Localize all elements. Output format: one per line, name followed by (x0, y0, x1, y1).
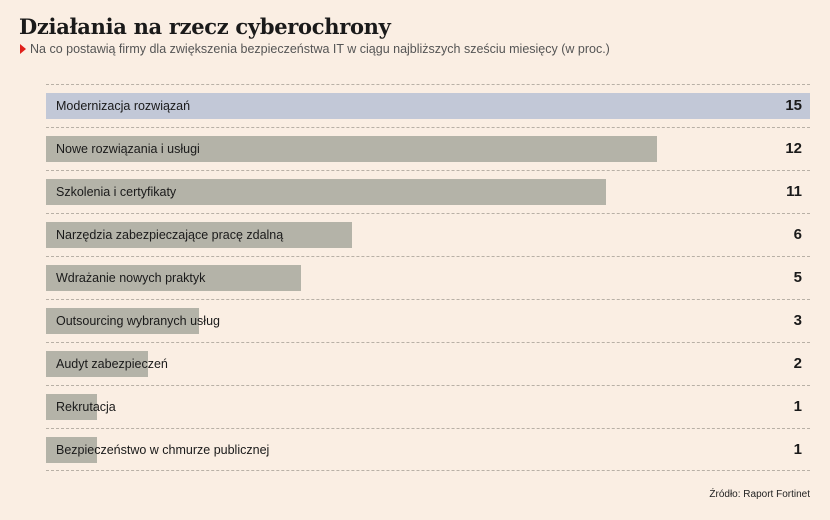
bar-value: 11 (786, 183, 802, 200)
bar-label: Bezpieczeństwo w chmurze publicznej (56, 443, 270, 457)
bar-label: Nowe rozwiązania i usługi (56, 142, 200, 156)
chart-title: Działania na rzecz cyberochrony (19, 14, 391, 39)
bar-value: 1 (793, 441, 802, 458)
bar-value: 12 (785, 140, 802, 157)
bar-value: 15 (785, 97, 802, 114)
bar (46, 394, 97, 420)
bar (46, 179, 607, 205)
bar (46, 437, 97, 463)
bar (46, 308, 199, 334)
bar-row: Audyt zabezpieczeń 2 (46, 342, 810, 385)
bar-value: 1 (793, 398, 802, 415)
bar-value: 6 (793, 226, 802, 243)
bar-label: Audyt zabezpieczeń (56, 357, 168, 371)
bar-chart: Modernizacja rozwiązań 15 Nowe rozwiązania… (46, 84, 810, 471)
bar-label: Szkolenia i certyfikaty (56, 185, 177, 199)
bar-label: Outsourcing wybranych usług (56, 314, 220, 328)
bar-value: 5 (793, 269, 802, 286)
bar-row: Outsourcing wybranych usług 3 (46, 299, 810, 342)
subtitle-marker-icon (20, 44, 26, 54)
bar-value: 3 (793, 312, 802, 329)
bar-label: Narzędzia zabezpieczające pracę zdalną (56, 228, 284, 242)
bar (46, 265, 301, 291)
bar-label: Rekrutacja (56, 400, 116, 414)
bar-row: Szkolenia i certyfikaty 11 (46, 170, 810, 213)
bar-row: Bezpieczeństwo w chmurze publicznej 1 (46, 428, 810, 471)
bar (46, 93, 810, 119)
bar-label: Wdrażanie nowych praktyk (56, 271, 206, 285)
bar-row: Wdrażanie nowych praktyk 5 (46, 256, 810, 299)
bar-row: Nowe rozwiązania i usługi 12 (46, 127, 810, 170)
bar (46, 136, 658, 162)
bar-value: 2 (793, 355, 802, 372)
bar (46, 222, 352, 248)
subtitle-row: Na co postawią firmy dla zwiększenia bez… (20, 42, 610, 56)
bar-row: Modernizacja rozwiązań 15 (46, 84, 810, 127)
bar-label: Modernizacja rozwiązań (56, 99, 191, 113)
bar (46, 351, 148, 377)
source-note: Źródło: Raport Fortinet (709, 489, 810, 500)
bar-row: Rekrutacja 1 (46, 385, 810, 428)
chart-subtitle: Na co postawią firmy dla zwiększenia bez… (30, 42, 610, 56)
bar-row: Narzędzia zabezpieczające pracę zdalną 6 (46, 213, 810, 256)
